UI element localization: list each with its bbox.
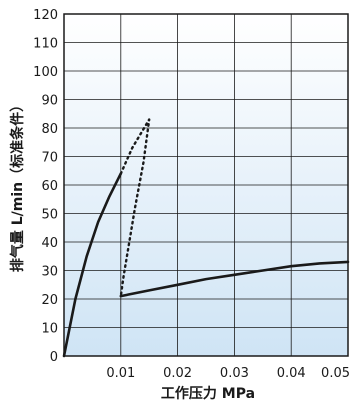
x-tick-label: 0.01 <box>106 366 135 381</box>
tick-labels: 0 10 20 30 40 50 60 70 80 90 100 110 120 0.01 0.02 0.03… <box>33 8 350 381</box>
y-tick-label: 70 <box>41 151 58 166</box>
data-series <box>62 118 350 358</box>
x-tick-label: 0.03 <box>220 366 249 381</box>
y-tick-label: 20 <box>41 293 58 308</box>
y-tick-label: 90 <box>41 94 58 109</box>
series-line-2 <box>119 118 151 298</box>
plot-frame <box>63 13 349 357</box>
series-line-3 <box>119 260 350 298</box>
grid-lines <box>64 14 348 356</box>
series-line-1 <box>62 172 123 358</box>
y-axis-label: 排气量 L/min（标准条件） <box>9 98 26 272</box>
y-tick-label: 0 <box>50 350 58 365</box>
y-tick-label: 60 <box>41 179 58 194</box>
y-tick-label: 10 <box>41 322 58 337</box>
x-tick-label: 0.05 <box>321 366 350 381</box>
y-tick-label: 100 <box>33 65 58 80</box>
y-tick-label: 120 <box>33 8 58 23</box>
x-axis-label: 工作压力 MPa <box>161 385 255 402</box>
y-tick-label: 30 <box>41 265 58 280</box>
y-tick-label: 40 <box>41 236 58 251</box>
y-tick-label: 110 <box>33 37 58 52</box>
y-tick-label: 80 <box>41 122 58 137</box>
x-tick-label: 0.04 <box>277 366 306 381</box>
x-tick-label: 0.02 <box>163 366 192 381</box>
y-tick-label: 50 <box>41 208 58 223</box>
